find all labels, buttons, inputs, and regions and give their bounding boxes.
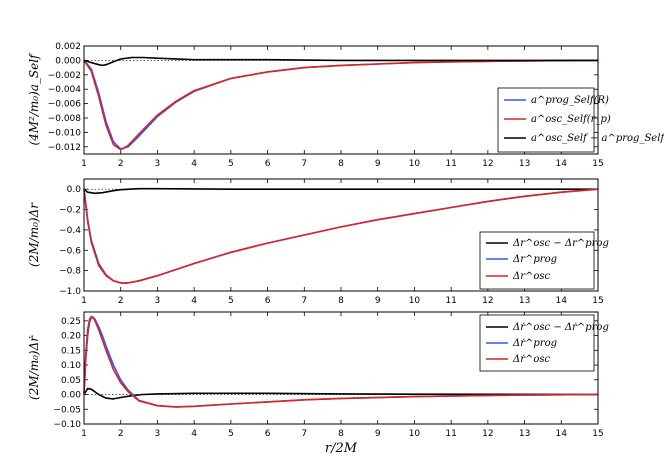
legend-3-label-2: Δṙ^osc: [512, 354, 551, 365]
y-tick-label-2-1: −0.2: [59, 206, 81, 216]
legend-2-label-0: Δr^osc − Δr^prog: [512, 238, 609, 249]
x-axis-label: r/2M: [325, 441, 358, 456]
x-tick-label-1-1: 2: [118, 159, 124, 169]
x-tick-label-2-5: 6: [265, 296, 271, 306]
y-tick-label-3-7: −0.10: [53, 420, 81, 430]
y-tick-label-1-4: −0.006: [48, 100, 82, 110]
y-tick-label-2-3: −0.6: [59, 246, 81, 256]
x-tick-label-1-10: 11: [445, 159, 456, 169]
x-tick-label-3-8: 9: [375, 429, 381, 439]
legend-3-label-0: Δṙ^osc − Δṙ^prog: [512, 322, 609, 333]
x-tick-label-3-12: 13: [519, 429, 530, 439]
y-tick-label-1-0: 0.002: [55, 42, 81, 52]
legend-1: a^prog_Self(R) a^osc_Self(r_p) a^osc_Sel…: [497, 87, 664, 153]
x-tick-label-1-2: 3: [155, 159, 161, 169]
series-line-1-1: [83, 59, 599, 151]
y-axis-label-2: (2M/m₀)Δr: [27, 202, 41, 267]
y-tick-label-2-4: −0.8: [59, 267, 81, 277]
x-tick-label-2-11: 12: [482, 296, 493, 306]
x-tick-label-2-12: 13: [519, 296, 530, 306]
y-tick-label-3-5: 0.00: [61, 391, 81, 401]
legend-1-label-1: a^osc_Self(r_p): [531, 114, 611, 125]
legend-2-label-1: Δr^prog: [512, 254, 557, 265]
x-tick-label-3-10: 11: [445, 429, 456, 439]
series-line-2-2: [83, 188, 599, 284]
legend-1-label-0: a^prog_Self(R): [531, 95, 609, 106]
x-tick-label-3-7: 8: [338, 429, 344, 439]
y-tick-label-3-0: 0.25: [61, 317, 81, 327]
x-tick-label-2-2: 3: [155, 296, 161, 306]
plot-frame-2: [83, 178, 599, 292]
y-tick-label-3-3: 0.10: [61, 361, 81, 371]
x-tick-label-1-0: 1: [81, 159, 87, 169]
x-tick-label-3-9: 10: [409, 429, 421, 439]
x-tick-label-2-0: 1: [81, 296, 87, 306]
plot-frame-1: [83, 45, 599, 155]
x-tick-label-3-0: 1: [81, 429, 87, 439]
panel-delta-rdot: 1 2 3 4 5 6 7 8 9 10 11 12 13 14 150.250.200.150.100.0…: [27, 311, 609, 456]
x-tick-label-1-13: 14: [556, 159, 568, 169]
x-tick-label-2-1: 2: [118, 296, 124, 306]
y-tick-label-1-6: −0.010: [48, 128, 82, 138]
y-tick-label-1-2: −0.002: [48, 71, 81, 81]
x-tick-label-1-6: 7: [301, 159, 307, 169]
y-axis-label-3: (2M/m₀)Δṙ: [27, 335, 41, 400]
x-tick-label-1-9: 10: [409, 159, 421, 169]
x-tick-label-1-7: 8: [338, 159, 344, 169]
x-tick-label-3-13: 14: [556, 429, 568, 439]
y-tick-label-3-6: −0.05: [53, 405, 81, 415]
x-tick-label-2-3: 4: [191, 296, 197, 306]
x-tick-label-2-9: 10: [409, 296, 421, 306]
series-line-2-0: [83, 187, 598, 195]
x-tick-label-3-3: 4: [191, 429, 197, 439]
x-tick-label-3-5: 6: [265, 429, 271, 439]
x-tick-label-2-6: 7: [301, 296, 307, 306]
x-tick-label-3-1: 2: [118, 429, 124, 439]
y-tick-label-1-3: −0.004: [48, 85, 82, 95]
x-tick-label-1-11: 12: [482, 159, 493, 169]
x-tick-label-3-4: 5: [228, 429, 234, 439]
legend-1-label-2: a^osc_Self − a^prog_Self: [531, 133, 664, 144]
x-tick-label-2-10: 11: [445, 296, 456, 306]
x-tick-label-1-8: 9: [375, 159, 381, 169]
y-tick-label-3-4: 0.05: [61, 376, 81, 386]
legend-2: Δr^osc − Δr^prog Δr^prog Δr^osc: [479, 231, 609, 290]
y-tick-label-1-7: −0.012: [48, 143, 81, 153]
series-line-1-2: [83, 56, 598, 67]
panel-delta-r: 1 2 3 4 5 6 7 8 9 10 11 12 13 14 150.0−0.2−0.4−0.6−0.8…: [27, 178, 609, 306]
y-tick-label-3-2: 0.15: [61, 346, 81, 356]
y-tick-label-2-0: 0.0: [67, 185, 82, 195]
x-tick-label-1-3: 4: [191, 159, 197, 169]
y-tick-label-1-5: −0.008: [48, 114, 82, 124]
y-axis-label-1: (4M²/m₀)a_Self: [27, 52, 41, 146]
x-tick-label-1-5: 6: [265, 159, 271, 169]
legend-3: Δṙ^osc − Δṙ^prog Δṙ^prog Δṙ^osc: [479, 314, 609, 372]
y-tick-label-2-5: −1.0: [59, 287, 81, 297]
x-tick-label-3-6: 7: [301, 429, 307, 439]
y-tick-label-2-2: −0.4: [59, 226, 81, 236]
x-tick-label-1-14: 15: [592, 159, 603, 169]
x-tick-label-1-12: 13: [519, 159, 530, 169]
x-tick-label-3-2: 3: [155, 429, 161, 439]
x-tick-label-2-4: 5: [228, 296, 234, 306]
plot-frame-3: [83, 311, 599, 425]
x-tick-label-1-4: 5: [228, 159, 234, 169]
x-tick-label-2-7: 8: [338, 296, 344, 306]
x-tick-label-3-14: 15: [592, 429, 603, 439]
x-tick-label-2-14: 15: [592, 296, 603, 306]
x-tick-label-2-8: 9: [375, 296, 381, 306]
x-tick-label-3-11: 12: [482, 429, 493, 439]
series-line-3-2: [83, 315, 599, 408]
panel-self-force: 1 2 3 4 5 6 7 8 9 10 11 12 13 14 150.0020.000−0.002−0.…: [27, 42, 664, 169]
y-tick-label-3-1: 0.20: [61, 332, 81, 342]
x-tick-label-2-13: 14: [556, 296, 568, 306]
legend-3-label-1: Δṙ^prog: [512, 338, 557, 349]
y-tick-label-1-1: 0.000: [55, 56, 81, 66]
legend-2-label-2: Δr^osc: [512, 271, 551, 282]
